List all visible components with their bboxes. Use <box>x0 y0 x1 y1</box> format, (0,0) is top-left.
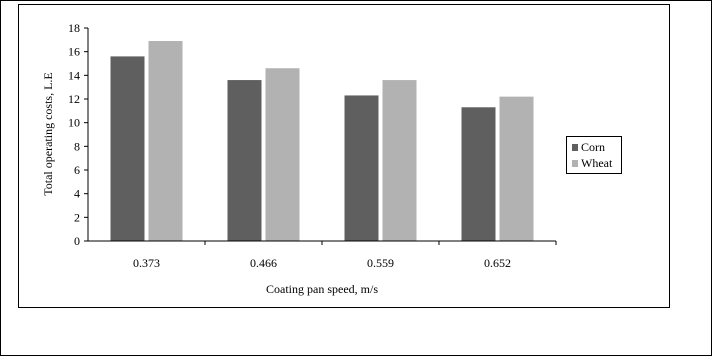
bar-wheat-0.373 <box>148 41 183 242</box>
bars <box>110 41 534 242</box>
y-tick-label: 10 <box>68 116 80 130</box>
y-tick-label: 2 <box>74 210 80 224</box>
x-tick-label: 0.466 <box>250 256 277 270</box>
legend: Corn Wheat <box>566 136 622 174</box>
chart-frame <box>18 4 670 308</box>
legend-swatch-corn <box>572 143 578 151</box>
bar-corn-0.373 <box>110 56 145 242</box>
bar-wheat-0.559 <box>382 80 417 241</box>
y-tick-label: 12 <box>68 92 80 106</box>
y-tick-label: 16 <box>68 45 80 59</box>
y-tick-label: 4 <box>74 187 80 201</box>
y-axis-title: Total operating costs, L.E <box>41 72 55 195</box>
bar-wheat-0.466 <box>265 68 300 241</box>
y-tick-label: 6 <box>74 163 80 177</box>
bar-corn-0.652 <box>461 107 496 242</box>
legend-label-corn: Corn <box>581 139 605 154</box>
bar-wheat-0.652 <box>499 96 534 241</box>
y-tick-label: 8 <box>74 139 80 153</box>
bar-corn-0.466 <box>227 80 262 241</box>
legend-item-corn: Corn <box>572 139 621 155</box>
legend-label-wheat: Wheat <box>581 155 613 170</box>
x-axis-title: Coating pan speed, m/s <box>266 282 378 296</box>
y-tick-label: 0 <box>74 234 80 248</box>
legend-swatch-wheat <box>572 159 578 167</box>
x-tick-label: 0.373 <box>133 256 160 270</box>
y-tick-label: 18 <box>68 21 80 35</box>
y-axis-ticks: 0 2 4 6 8 10 12 14 16 18 <box>68 21 88 248</box>
y-tick-label: 14 <box>68 68 80 82</box>
x-axis-ticks: 0.373 0.466 0.559 0.652 <box>133 241 557 270</box>
x-tick-label: 0.652 <box>484 256 511 270</box>
x-tick-label: 0.559 <box>367 256 394 270</box>
legend-item-wheat: Wheat <box>572 155 621 171</box>
bar-corn-0.559 <box>344 95 379 241</box>
